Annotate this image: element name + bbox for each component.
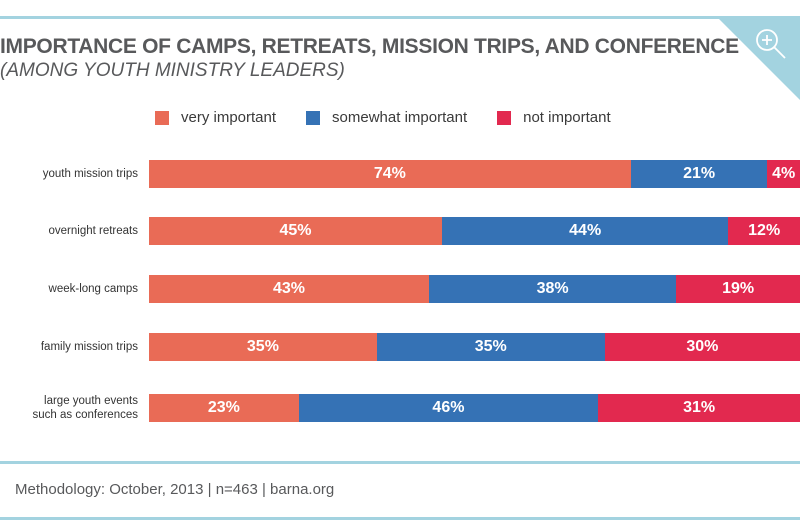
category-label-line: large youth events xyxy=(44,395,138,407)
data-label: 43% xyxy=(272,280,305,297)
chart-subtitle: (AMONG YOUTH MINISTRY LEADERS) xyxy=(0,60,345,81)
legend-swatch xyxy=(306,110,321,125)
bar-segment-somewhat-important: 44% xyxy=(441,217,729,245)
bar-segment-very-important: 23% xyxy=(149,394,299,422)
bar-segment-somewhat-important: 46% xyxy=(298,394,599,422)
zoom-in-icon[interactable] xyxy=(752,26,792,66)
data-label: 35% xyxy=(474,338,507,355)
data-label: 23% xyxy=(207,399,240,416)
legend: very important somewhat important not im… xyxy=(155,109,641,126)
bar-segment-very-important: 43% xyxy=(149,275,429,303)
category-label-line: youth mission trips xyxy=(42,168,138,180)
bar-segment-very-important: 35% xyxy=(149,333,377,361)
data-label: 31% xyxy=(683,399,716,416)
category-label: overnight retreats xyxy=(49,224,139,238)
data-label: 46% xyxy=(432,399,465,416)
category-label: youth mission trips xyxy=(43,167,138,181)
data-label: 21% xyxy=(683,165,716,182)
data-label: 12% xyxy=(748,222,781,239)
data-label: 44% xyxy=(569,222,602,239)
bar-segment-somewhat-important: 35% xyxy=(376,333,605,361)
data-label: 19% xyxy=(722,280,755,297)
legend-item-very-important: very important xyxy=(155,109,276,126)
legend-label: very important xyxy=(181,109,277,126)
top-accent-line xyxy=(0,16,800,19)
category-label: family mission trips xyxy=(41,340,138,354)
methodology-note: Methodology: October, 2013 | n=463 | bar… xyxy=(15,481,335,498)
bar-segment-somewhat-important: 21% xyxy=(630,160,768,188)
bar-segment-not-important: 12% xyxy=(728,217,800,245)
data-label: 38% xyxy=(536,280,569,297)
bar-segment-very-important: 74% xyxy=(149,160,631,188)
zoom-corner-tab[interactable] xyxy=(716,16,800,100)
category-label-line: family mission trips xyxy=(40,341,138,353)
legend-swatch xyxy=(497,110,512,125)
legend-item-somewhat-important: somewhat important xyxy=(306,109,467,126)
bar-segment-very-important: 45% xyxy=(149,217,442,245)
category-label-line: overnight retreats xyxy=(48,225,139,237)
data-label: 30% xyxy=(686,338,719,355)
data-label: 4% xyxy=(772,165,796,182)
data-label: 35% xyxy=(246,338,279,355)
legend-label: somewhat important xyxy=(332,109,468,126)
legend-label: not important xyxy=(523,109,611,126)
bar-segment-somewhat-important: 38% xyxy=(428,275,677,303)
legend-swatch xyxy=(155,110,169,125)
bar-segment-not-important: 31% xyxy=(598,394,800,422)
data-label: 74% xyxy=(373,165,406,182)
chart-title: IMPORTANCE OF CAMPS, RETREATS, MISSION T… xyxy=(0,35,739,58)
category-label-line: such as conferences xyxy=(32,409,138,421)
data-label: 45% xyxy=(279,222,312,239)
legend-item-not-important: not important xyxy=(497,109,611,126)
bar-segment-not-important: 4% xyxy=(767,160,800,188)
category-label: large youth events such as conferences xyxy=(33,394,138,422)
category-label-line: week-long camps xyxy=(48,283,138,295)
footer-top-line xyxy=(0,461,800,464)
bar-segment-not-important: 19% xyxy=(676,275,800,303)
category-label: week-long camps xyxy=(49,282,138,296)
bar-segment-not-important: 30% xyxy=(604,333,800,361)
footer-bottom-line xyxy=(0,517,800,520)
